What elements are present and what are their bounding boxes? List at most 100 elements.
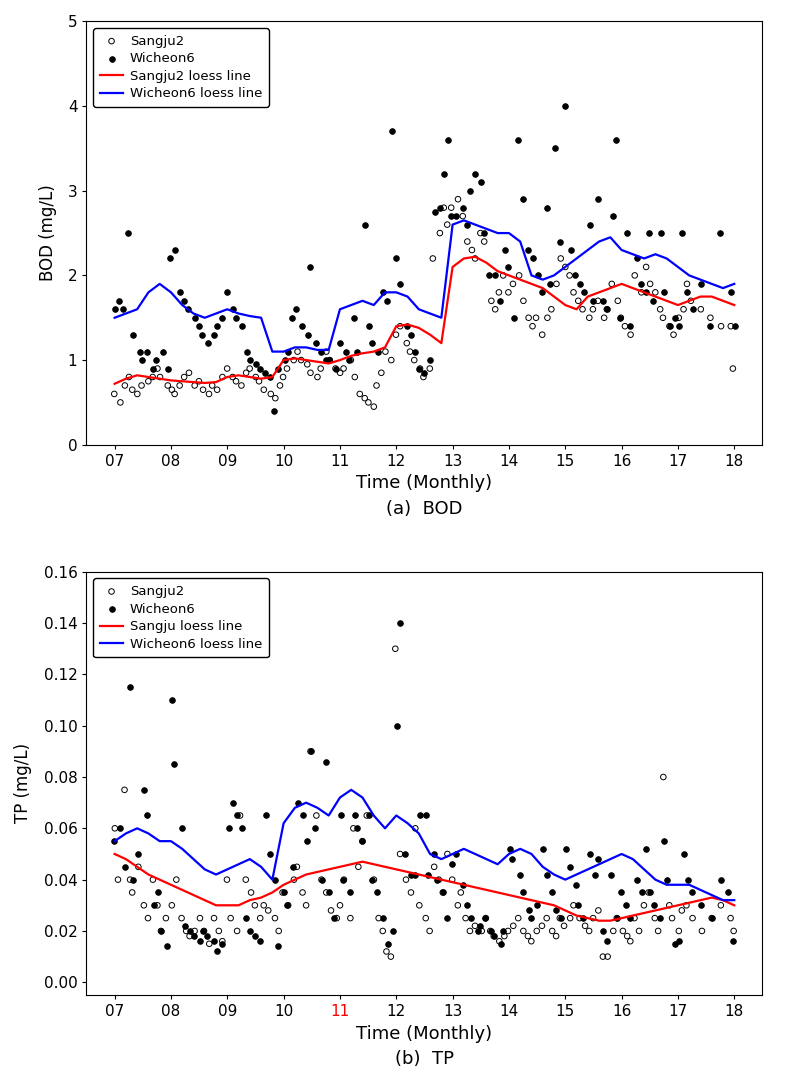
Sangju2 [337,360,350,377]
Sangju2 [182,364,195,381]
Wicheon6 [147,360,160,377]
Wicheon6 [320,753,332,770]
Wicheon6 [113,820,126,837]
Sangju2 [432,871,445,888]
Sangju2 [304,743,317,760]
Sangju loess line [493,886,502,899]
Sangju2 loess line [121,372,130,385]
Sangju2 [248,897,261,914]
Wicheon6 [310,335,322,352]
Sangju2 [424,922,436,939]
Sangju2 [216,933,229,950]
Wicheon6 [606,208,619,225]
Wicheon6 [498,242,511,259]
Sangju2 [361,807,373,824]
Wicheon6 [127,326,139,343]
Sangju2 [468,250,481,268]
Sangju2 [725,318,737,335]
Wicheon6 [478,225,490,242]
Wicheon6 [620,225,633,242]
Sangju2 [368,398,380,415]
Sangju2 [203,935,215,952]
Sangju2 [282,897,295,914]
Wicheon6 [165,691,178,708]
Wicheon6 loess line [110,835,119,847]
Wicheon6 [152,884,164,901]
Sangju2 [667,326,680,343]
Wicheon6 [227,794,240,811]
Sangju loess line [459,878,468,891]
Wicheon6 [264,845,277,862]
Wicheon6 [549,140,562,157]
Wicheon6 [431,871,443,888]
Wicheon6 [479,910,491,927]
Wicheon6 [405,866,417,883]
Sangju2 [216,368,229,385]
Wicheon6 [441,910,454,927]
Wicheon6 loess line [516,235,525,248]
Sangju2 [649,284,662,301]
Wicheon6 [648,897,660,914]
Wicheon6 [175,820,188,837]
Sangju2 [334,897,347,914]
Wicheon6 [189,309,201,326]
Wicheon6 [624,318,637,335]
Sangju2 [119,377,131,394]
Wicheon6 [560,840,572,857]
Sangju2 [554,250,567,268]
Wicheon6 [443,132,455,149]
Wicheon6 [304,743,317,760]
Sangju2 [114,394,127,411]
Sangju2 [696,922,708,939]
Wicheon6 [253,360,266,377]
Sangju2 [108,820,121,837]
Sangju2 [224,910,237,927]
Sangju2 [484,922,497,939]
Sangju2 [550,275,563,292]
Wicheon6 [351,820,364,837]
Sangju2 [244,360,256,377]
Sangju2 [601,301,613,318]
Wicheon6 [464,182,476,199]
Wicheon6 [193,318,205,335]
Sangju2 [131,385,144,402]
Wicheon6 [230,309,242,326]
Wicheon6 [347,309,360,326]
Sangju2 [161,377,174,394]
Sangju2 [546,922,559,939]
Sangju2 [408,352,421,369]
Sangju2 [428,858,440,875]
Wicheon6 [537,840,549,857]
Wicheon6 [592,851,604,868]
Wicheon6 [290,301,303,318]
Wicheon6 [196,326,208,343]
Sangju2 [489,301,501,318]
Wicheon6 [457,876,469,893]
Sangju2 [675,902,688,919]
Sangju2 [464,922,476,939]
Wicheon6 [465,910,478,927]
Wicheon6 loess line [459,214,468,227]
Wicheon6 [358,216,371,233]
Sangju2 [394,845,406,862]
Sangju2 [311,368,324,385]
Sangju2 [277,368,289,385]
Sangju2 [536,917,549,934]
Sangju2 [461,233,474,250]
Sangju2 [325,902,337,919]
Sangju2 [436,884,449,901]
Sangju2 [567,897,580,914]
Wicheon6 [445,208,457,225]
Sangju2 [468,917,481,934]
Wicheon6 [574,275,586,292]
Sangju2 [663,318,676,335]
Sangju2 [254,910,266,927]
Wicheon6 [469,165,482,182]
Sangju2 [390,326,402,343]
Sangju2 [434,225,446,242]
Wicheon6 [351,343,364,361]
Sangju loess line [121,853,130,866]
Wicheon6 [472,922,484,939]
Wicheon6 [316,871,329,888]
Wicheon6 [164,250,177,268]
